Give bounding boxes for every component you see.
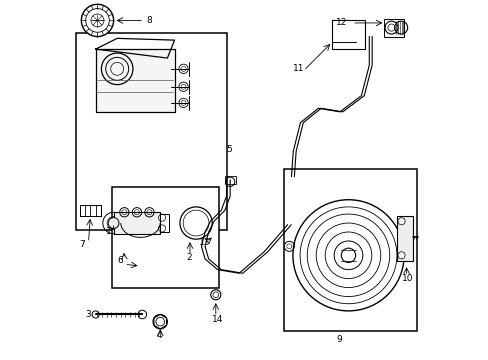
Text: 7: 7: [80, 240, 85, 249]
Text: 5: 5: [226, 145, 232, 154]
Text: 1: 1: [106, 228, 112, 237]
Bar: [284, 169, 416, 330]
Text: 4: 4: [156, 332, 162, 341]
Circle shape: [81, 4, 113, 37]
Bar: [76, 33, 226, 230]
Text: 14: 14: [212, 315, 223, 324]
Text: 13: 13: [198, 238, 210, 247]
Text: 11: 11: [292, 64, 304, 73]
Bar: [332, 21, 364, 49]
Text: 3: 3: [85, 310, 90, 319]
Text: 10: 10: [402, 274, 413, 283]
Bar: [96, 49, 174, 112]
Circle shape: [108, 218, 119, 228]
Bar: [113, 212, 160, 234]
Bar: [160, 214, 169, 232]
Text: 2: 2: [186, 253, 192, 262]
Text: 6: 6: [117, 256, 122, 265]
Bar: [112, 187, 219, 288]
Text: 12: 12: [335, 18, 346, 27]
Bar: [384, 19, 403, 37]
Text: 8: 8: [145, 16, 151, 25]
Bar: [396, 216, 412, 261]
Bar: [225, 176, 235, 184]
Text: 9: 9: [335, 335, 341, 344]
